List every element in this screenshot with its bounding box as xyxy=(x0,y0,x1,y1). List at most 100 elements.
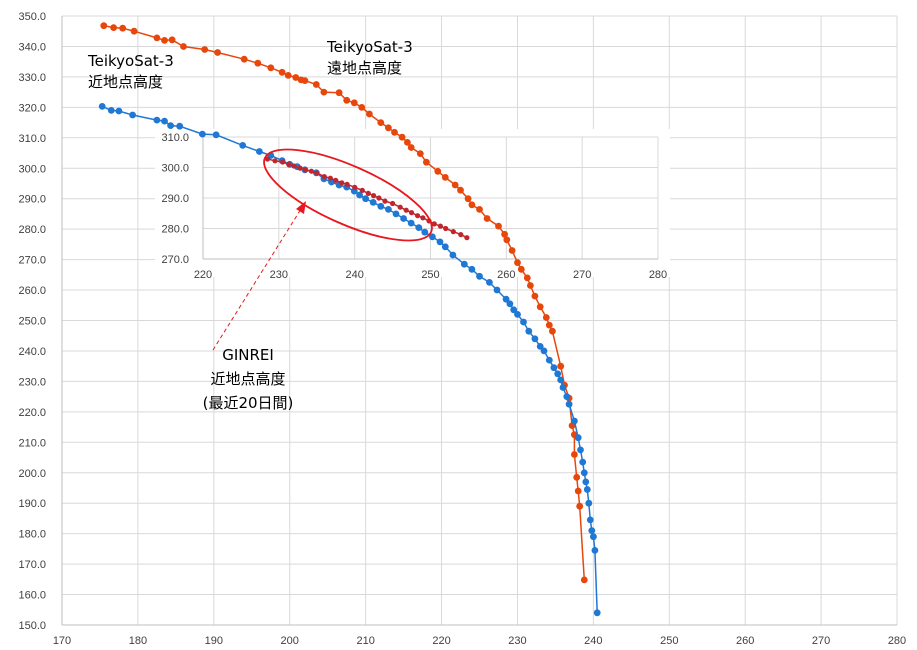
ginrei-arrow-head xyxy=(296,201,306,214)
main-x-tick-label: 270 xyxy=(812,635,830,647)
data-point-teikyo_apogee xyxy=(536,303,544,311)
data-point-teikyo_perigee xyxy=(506,300,514,308)
data-point-teikyo_perigee xyxy=(436,238,444,246)
main-y-tick-label: 230.0 xyxy=(18,376,46,388)
data-point-teikyo_apogee xyxy=(571,451,578,458)
data-point-ginrei_perigee xyxy=(302,167,308,173)
data-point-teikyo_apogee xyxy=(153,34,161,42)
inset-x-tick-label: 270 xyxy=(573,269,591,281)
data-point-ginrei_perigee xyxy=(397,204,403,210)
data-point-teikyo_apogee xyxy=(451,181,459,189)
data-point-teikyo_apogee xyxy=(398,133,406,141)
data-point-teikyo_apogee xyxy=(366,110,373,118)
data-point-ginrei_perigee xyxy=(415,213,421,219)
data-point-teikyo_perigee xyxy=(540,347,548,355)
main-y-tick-label: 280.0 xyxy=(18,224,46,236)
data-point-ginrei_perigee xyxy=(359,187,365,193)
data-point-teikyo_apogee xyxy=(301,77,309,84)
data-point-teikyo_perigee xyxy=(525,327,533,335)
data-point-teikyo_apogee xyxy=(278,68,286,76)
data-point-teikyo_perigee xyxy=(176,122,184,130)
main-x-tick-label: 210 xyxy=(356,635,374,647)
data-point-teikyo_apogee xyxy=(531,292,539,300)
data-point-teikyo_perigee xyxy=(514,311,521,318)
data-point-teikyo_perigee xyxy=(369,199,377,206)
data-point-teikyo_perigee xyxy=(586,516,594,524)
data-point-teikyo_perigee xyxy=(502,295,510,303)
data-point-teikyo_perigee xyxy=(563,393,571,400)
data-point-teikyo_perigee xyxy=(550,364,558,372)
data-point-teikyo_perigee xyxy=(585,499,593,507)
data-point-teikyo_perigee xyxy=(199,130,206,138)
data-point-teikyo_apogee xyxy=(464,195,472,203)
data-point-teikyo_apogee xyxy=(574,487,582,495)
main-x-tick-label: 280 xyxy=(888,635,906,647)
data-point-teikyo_apogee xyxy=(523,274,531,282)
data-point-teikyo_perigee xyxy=(476,272,483,280)
data-point-ginrei_perigee xyxy=(314,170,320,176)
data-point-teikyo_apogee xyxy=(292,74,300,81)
main-y-tick-label: 240.0 xyxy=(18,346,46,358)
data-point-teikyo_perigee xyxy=(239,142,247,149)
series-teikyo_apogee xyxy=(100,22,588,584)
data-point-ginrei_perigee xyxy=(431,221,437,227)
data-point-teikyo_perigee xyxy=(577,446,584,454)
data-point-teikyo_apogee xyxy=(495,222,502,230)
data-point-teikyo_apogee xyxy=(240,55,248,63)
data-point-teikyo_apogee xyxy=(343,96,351,104)
data-point-teikyo_perigee xyxy=(212,131,220,139)
perigee-label-line1: TeikyoSat-3 xyxy=(87,52,174,70)
main-x-tick-label: 190 xyxy=(205,635,223,647)
data-point-ginrei_perigee xyxy=(437,223,443,229)
ginrei-highlight-ellipse xyxy=(263,148,433,242)
data-point-ginrei_perigee xyxy=(376,195,382,201)
data-point-teikyo_apogee xyxy=(320,88,328,96)
data-point-ginrei_perigee xyxy=(390,200,396,207)
data-point-ginrei_perigee xyxy=(344,181,350,187)
data-point-ginrei_perigee xyxy=(339,180,345,186)
data-point-teikyo_apogee xyxy=(580,576,588,584)
inset-x-tick-label: 220 xyxy=(194,269,212,281)
data-point-ginrei_perigee xyxy=(408,210,415,216)
data-point-teikyo_perigee xyxy=(377,202,385,210)
main-y-tick-label: 300.0 xyxy=(18,163,46,175)
series-teikyo_perigee xyxy=(98,103,601,617)
data-point-teikyo_perigee xyxy=(362,195,369,203)
data-point-teikyo_apogee xyxy=(503,236,511,244)
main-y-tick-label: 160.0 xyxy=(18,590,46,602)
main-x-tick-label: 180 xyxy=(129,635,147,647)
data-point-teikyo_apogee xyxy=(573,473,581,481)
data-point-teikyo_apogee xyxy=(267,64,275,72)
data-point-teikyo_perigee xyxy=(449,251,457,259)
inset-x-tick-label: 240 xyxy=(345,269,363,281)
perigee-label-line2: 近地点高度 xyxy=(88,73,163,91)
data-point-teikyo_apogee xyxy=(161,37,168,44)
data-point-teikyo_apogee xyxy=(576,502,584,510)
data-point-teikyo_apogee xyxy=(542,314,550,321)
main-y-tick-label: 340.0 xyxy=(18,41,46,53)
data-point-ginrei_perigee xyxy=(327,175,333,181)
data-point-teikyo_apogee xyxy=(312,81,320,88)
data-point-teikyo_apogee xyxy=(557,362,565,370)
data-point-teikyo_apogee xyxy=(501,230,508,238)
data-point-ginrei_perigee xyxy=(365,190,371,196)
data-point-teikyo_perigee xyxy=(593,609,601,617)
data-point-ginrei_perigee xyxy=(272,158,278,164)
data-point-teikyo_apogee xyxy=(404,139,411,146)
inset-x-tick-label: 250 xyxy=(421,269,439,281)
data-point-teikyo_perigee xyxy=(385,206,392,213)
data-point-teikyo_perigee xyxy=(415,224,423,232)
data-point-ginrei_perigee xyxy=(371,193,377,199)
annotation-layer: TeikyoSat-3 遠地点高度 TeikyoSat-3 近地点高度 GINR… xyxy=(87,38,433,412)
main-y-tick-label: 190.0 xyxy=(18,498,46,510)
ginrei-label-line2: 近地点高度 xyxy=(210,370,285,388)
main-x-tick-label: 200 xyxy=(281,635,299,647)
data-point-teikyo_perigee xyxy=(407,219,415,227)
main-x-tick-label: 240 xyxy=(584,635,602,647)
data-point-ginrei_perigee xyxy=(458,232,464,238)
inset-grid: 220 230 240 250 260 270 280 270.0 280.0 290.0 300.… xyxy=(155,129,670,281)
data-point-teikyo_perigee xyxy=(588,527,596,534)
inset-x-tick-label: 260 xyxy=(497,269,515,281)
data-point-ginrei_perigee xyxy=(297,165,303,171)
